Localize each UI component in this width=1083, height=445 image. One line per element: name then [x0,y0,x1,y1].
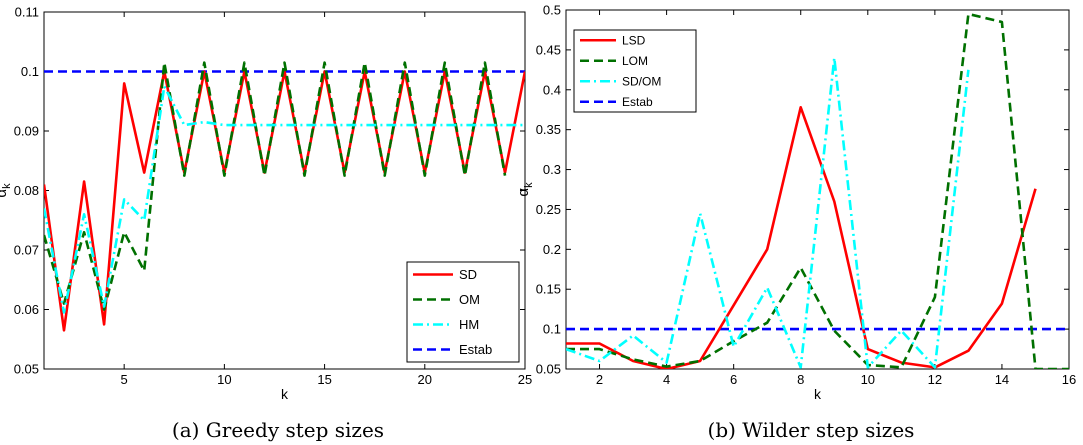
ytick-label-a: 0.06 [14,302,39,317]
xtick-label-b: 14 [995,372,1009,387]
ytick-label-a: 0.05 [14,362,39,377]
xtick-label-b: 10 [861,372,875,387]
y-axis-label-subscript-b: k [523,182,535,188]
ytick-label-b: 0.15 [536,282,561,297]
legend-label-sd-om-b: SD/OM [622,75,661,89]
legend-label-lom-b: LOM [622,54,648,68]
plot-frame-b [565,9,1070,370]
ytick-label-b: 0.3 [543,162,561,177]
xtick-label-a: 20 [418,372,432,387]
xtick-label-b: 16 [1062,372,1076,387]
xtick-label-b: 4 [663,372,670,387]
legend-label-lsd-b: LSD [622,34,646,48]
x-axis-label-a: k [281,386,289,402]
xtick-label-b: 6 [730,372,737,387]
xtick-label-a: 15 [317,372,331,387]
x-axis-label-b: k [814,386,822,402]
ytick-label-a: 0.1 [21,64,39,79]
ytick-label-b: 0.1 [543,322,561,337]
legend-label-estab-b: Estab [622,95,653,109]
ytick-label-b: 0.25 [536,202,561,217]
legend-label-om-a: OM [459,292,480,307]
xtick-label-b: 2 [596,372,603,387]
y-axis-label-b: αk [515,182,535,197]
chart-a: 0.050.060.070.080.090.10.11510152025kαkS… [0,5,532,403]
ytick-label-a: 0.09 [14,124,39,139]
y-axis-label-subscript-a: k [1,183,13,189]
xtick-label-a: 10 [217,372,231,387]
ytick-label-a: 0.07 [14,243,39,258]
ytick-label-b: 0.5 [543,3,561,18]
series-line-lsd-b [566,106,1037,369]
legend-label-hm-a: HM [459,317,479,332]
ytick-label-b: 0.05 [536,362,561,377]
ytick-label-b: 0.4 [543,82,561,97]
legend-label-estab-a: Estab [459,342,492,357]
ytick-label-b: 0.45 [536,42,561,57]
series-line-lom-b [566,12,1069,369]
series-line-sd-a [44,70,525,332]
caption-a: (a) Greedy step sizes [172,418,384,442]
chart-b: 0.05 0.1 0.15 0.2 0.25 0.3 0.35 0.4 0.45 0.5 2 4 6 8 1… [515,3,1076,403]
xtick-label-b: 12 [928,372,942,387]
legend-label-sd-a: SD [459,267,477,282]
legend-box-a [406,261,520,363]
series-line-hm-a [44,85,525,314]
caption-b: (b) Wilder step sizes [708,418,915,442]
xtick-label-a: 5 [121,372,128,387]
xtick-label-a: 25 [518,372,532,387]
ytick-label-b: 0.2 [543,242,561,257]
ytick-label-a: 0.11 [15,5,39,20]
legend-box-b [573,29,697,113]
xtick-label-b: 8 [797,372,804,387]
y-axis-label-a: αk [0,183,13,198]
ytick-label-a: 0.08 [14,183,39,198]
ytick-label-b: 0.35 [536,122,561,137]
